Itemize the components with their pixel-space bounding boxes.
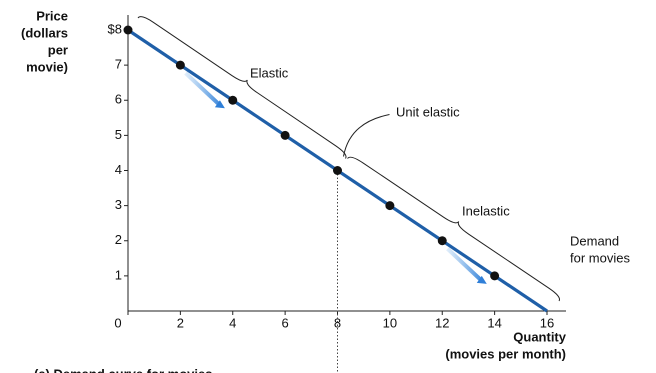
x-axis-label: (movies per month) (445, 346, 566, 361)
y-tick-label: 7 (115, 57, 122, 72)
y-tick-label: 4 (115, 162, 122, 177)
point (490, 271, 500, 281)
line-label: for movies (570, 250, 630, 265)
x-tick-label: 0 (114, 315, 121, 330)
y-tick-label: 5 (115, 127, 122, 142)
arrow-head (214, 100, 225, 109)
annotation: Unit elastic (396, 104, 460, 119)
movement-arrow (446, 247, 483, 282)
x-tick-label: 6 (282, 315, 289, 330)
inelastic-brace (347, 156, 560, 302)
x-axis-label: Quantity (513, 329, 566, 344)
point (280, 130, 290, 140)
y-axis-label: movie) (26, 59, 68, 74)
point (228, 95, 238, 105)
x-tick-label: 4 (229, 315, 236, 330)
y-tick-label: 3 (115, 197, 122, 212)
y-tick-label: $8 (108, 21, 122, 36)
line-label: Demand (570, 233, 619, 248)
point (437, 236, 447, 246)
x-tick-label: 10 (383, 315, 397, 330)
y-axis-label: (dollars (21, 25, 68, 40)
y-tick-label: 6 (115, 92, 122, 107)
x-tick-label: 12 (435, 315, 449, 330)
elastic-brace (137, 16, 347, 159)
annotation: Elastic (250, 65, 289, 80)
point (175, 60, 185, 70)
y-tick-label: 1 (115, 267, 122, 282)
unit-elastic-leader (343, 114, 390, 157)
movement-arrow (184, 71, 221, 106)
point (123, 25, 133, 35)
caption: (a) Demand curve for movies (34, 366, 212, 373)
x-tick-label: 2 (177, 315, 184, 330)
x-tick-label: 14 (487, 315, 501, 330)
annotation: Inelastic (462, 203, 510, 218)
arrow-head (476, 275, 487, 284)
y-axis-label: Price (36, 8, 68, 23)
x-tick-label: 8 (334, 315, 341, 330)
y-axis-label: per (48, 42, 68, 57)
point (385, 201, 395, 211)
y-tick-label: 2 (115, 232, 122, 247)
point (333, 166, 342, 175)
x-tick-label: 16 (540, 315, 554, 330)
